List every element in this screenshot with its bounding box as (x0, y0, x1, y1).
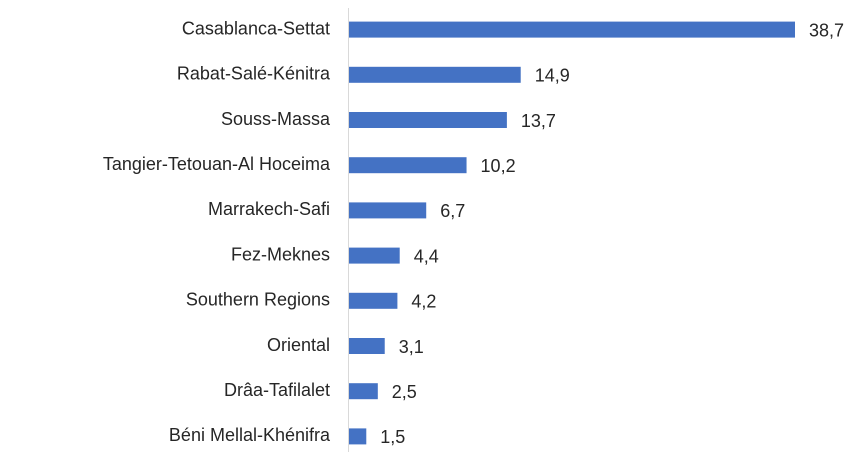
bar (349, 202, 427, 219)
bar (349, 338, 385, 354)
value-label: 38,7 (809, 20, 844, 40)
category-label: Marrakech-Safi (208, 199, 330, 219)
value-label: 4,2 (411, 292, 436, 312)
value-label: 13,7 (521, 111, 556, 131)
bar (349, 112, 507, 128)
category-label: Oriental (267, 335, 330, 355)
bar (349, 428, 367, 445)
value-label: 10,2 (481, 156, 516, 176)
bar (349, 66, 521, 83)
value-label: 2,5 (392, 382, 417, 402)
category-label: Rabat-Salé-Kénitra (177, 64, 331, 84)
category-label: Tangier-Tetouan-Al Hoceima (103, 154, 331, 174)
value-label: 3,1 (399, 337, 424, 357)
category-label: Casablanca-Settat (182, 18, 330, 38)
category-label: Fez-Meknes (231, 244, 330, 264)
value-label: 1,5 (380, 427, 405, 447)
bar (349, 247, 400, 264)
category-label: Southern Regions (186, 290, 330, 310)
category-label: Drâa-Tafilalet (224, 380, 330, 400)
value-label: 14,9 (535, 66, 570, 86)
category-label: Souss-Massa (221, 109, 331, 129)
value-label: 6,7 (440, 201, 465, 221)
category-label: Béni Mellal-Khénifra (169, 425, 331, 445)
bar (349, 292, 398, 309)
bar (349, 383, 378, 400)
bar (349, 157, 467, 174)
bar (349, 21, 795, 38)
value-label: 4,4 (414, 246, 439, 266)
